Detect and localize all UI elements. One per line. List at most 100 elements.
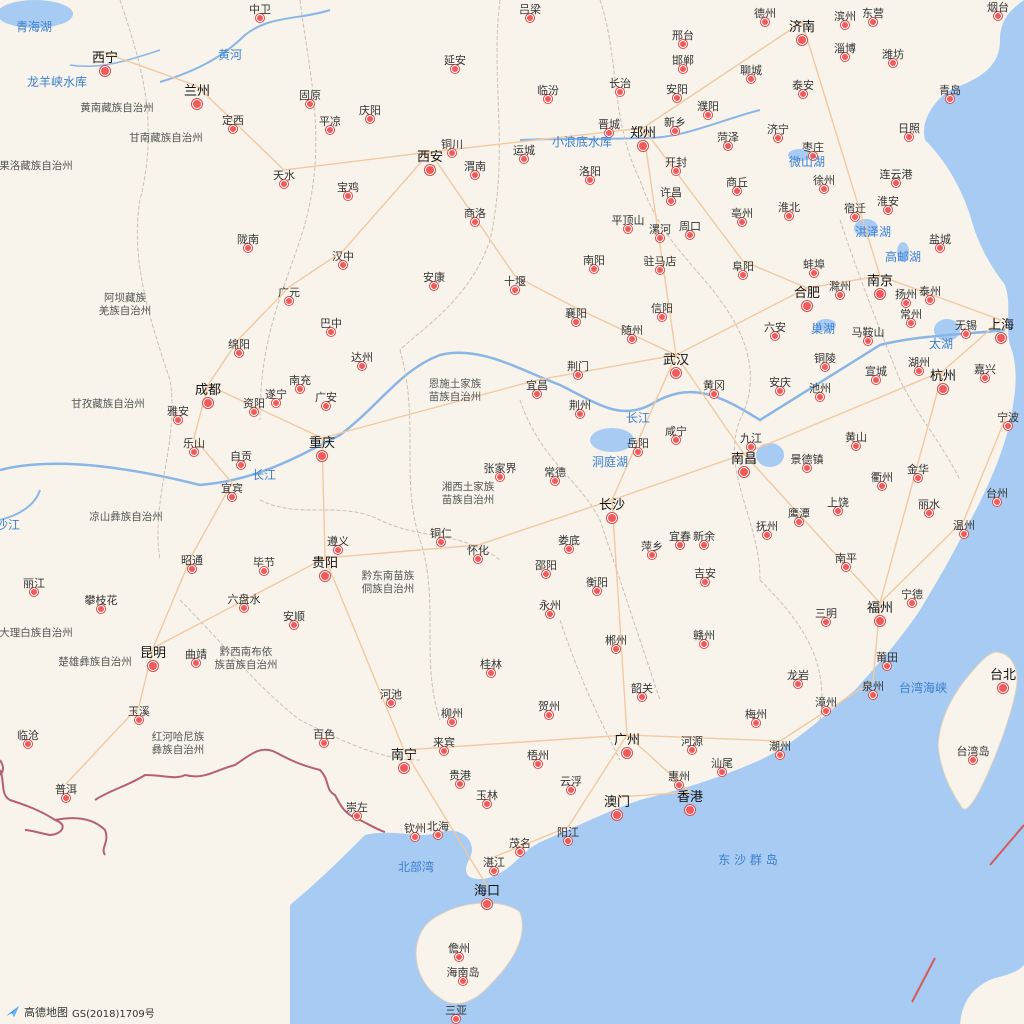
city-marker[interactable] [672, 436, 680, 444]
city-marker[interactable] [455, 953, 463, 961]
city-label[interactable]: 南充 [289, 374, 311, 387]
city-marker[interactable] [174, 416, 182, 424]
city-marker[interactable] [459, 977, 467, 985]
city-marker[interactable] [875, 616, 885, 626]
city-label[interactable]: 金华 [907, 463, 929, 476]
city-marker[interactable] [320, 571, 330, 581]
city-marker[interactable] [809, 152, 817, 160]
city-marker[interactable] [387, 699, 395, 707]
city-label[interactable]: 海南岛 [446, 966, 480, 979]
city-marker[interactable] [542, 570, 550, 578]
city-label[interactable]: 上饶 [827, 496, 849, 509]
city-label[interactable]: 六安 [764, 321, 786, 334]
city-marker[interactable] [981, 374, 989, 382]
city-label[interactable]: 遵义 [327, 535, 349, 548]
city-marker[interactable] [306, 100, 314, 108]
city-marker[interactable] [285, 297, 293, 305]
city-marker[interactable] [816, 393, 824, 401]
capital-city-label[interactable]: 杭州 [929, 369, 957, 384]
city-marker[interactable] [605, 129, 613, 137]
city-label[interactable]: 池州 [809, 382, 831, 395]
city-label[interactable]: 荆州 [569, 399, 591, 412]
city-marker[interactable] [851, 213, 859, 221]
city-label[interactable]: 泰州 [919, 285, 941, 298]
city-marker[interactable] [869, 691, 877, 699]
city-marker[interactable] [671, 368, 681, 378]
city-label[interactable]: 长治 [609, 77, 631, 90]
city-marker[interactable] [452, 1015, 460, 1023]
city-marker[interactable] [776, 387, 784, 395]
city-marker[interactable] [878, 482, 886, 490]
city-marker[interactable] [634, 448, 642, 456]
city-label[interactable]: 安庆 [769, 376, 791, 389]
city-marker[interactable] [320, 739, 328, 747]
city-label[interactable]: 平顶山 [611, 214, 645, 227]
city-marker[interactable] [925, 509, 933, 517]
city-marker[interactable] [820, 185, 828, 193]
city-label[interactable]: 宜昌 [526, 379, 548, 392]
city-marker[interactable] [572, 318, 580, 326]
city-label[interactable]: 毕节 [253, 556, 275, 569]
city-label[interactable]: 广元 [278, 286, 300, 299]
city-marker[interactable] [229, 125, 237, 133]
capital-city-label[interactable]: 成都 [194, 383, 222, 398]
city-marker[interactable] [998, 683, 1008, 693]
city-marker[interactable] [290, 621, 298, 629]
city-label[interactable]: 云浮 [560, 775, 582, 788]
capital-city-label[interactable]: 海口 [473, 884, 501, 899]
city-label[interactable]: 铜仁 [430, 527, 452, 540]
city-marker[interactable] [456, 780, 464, 788]
city-label[interactable]: 遂宁 [265, 388, 287, 401]
city-marker[interactable] [685, 805, 695, 815]
city-label[interactable]: 淮北 [778, 201, 800, 214]
city-label[interactable]: 新余 [693, 530, 715, 543]
city-label[interactable]: 北海 [427, 820, 449, 833]
city-label[interactable]: 宿迁 [844, 202, 866, 215]
city-label[interactable]: 衡阳 [586, 576, 608, 589]
city-label[interactable]: 淄博 [834, 42, 856, 55]
capital-city-label[interactable]: 合肥 [793, 286, 821, 301]
city-label[interactable]: 安阳 [666, 83, 688, 96]
city-marker[interactable] [733, 187, 741, 195]
city-marker[interactable] [334, 546, 342, 554]
capital-city-label[interactable]: 广州 [613, 733, 641, 748]
city-marker[interactable] [628, 335, 636, 343]
city-marker[interactable] [546, 610, 554, 618]
city-label[interactable]: 三明 [815, 607, 837, 620]
city-marker[interactable] [658, 313, 666, 321]
city-label[interactable]: 定西 [222, 114, 244, 127]
capital-city-label[interactable]: 南京 [866, 274, 894, 289]
city-marker[interactable] [724, 142, 732, 150]
city-marker[interactable] [451, 65, 459, 73]
city-label[interactable]: 台湾岛 [956, 745, 990, 758]
city-label[interactable]: 龙岩 [787, 669, 809, 682]
capital-city-label[interactable]: 澳门 [603, 795, 631, 810]
city-label[interactable]: 贵港 [449, 769, 471, 782]
city-label[interactable]: 乐山 [183, 437, 205, 450]
city-marker[interactable] [946, 95, 954, 103]
city-label[interactable]: 阳江 [557, 826, 579, 839]
city-label[interactable]: 绵阳 [228, 338, 250, 351]
city-marker[interactable] [567, 786, 575, 794]
city-label[interactable]: 临沧 [17, 729, 39, 742]
city-label[interactable]: 丽水 [918, 498, 940, 511]
city-marker[interactable] [869, 18, 877, 26]
city-marker[interactable] [747, 75, 755, 83]
city-marker[interactable] [471, 171, 479, 179]
city-marker[interactable] [822, 618, 830, 626]
city-label[interactable]: 固原 [299, 89, 321, 102]
city-marker[interactable] [545, 711, 553, 719]
city-marker[interactable] [526, 14, 534, 22]
city-label[interactable]: 临汾 [537, 84, 559, 97]
city-label[interactable]: 驻马店 [643, 255, 677, 268]
city-marker[interactable] [250, 408, 258, 416]
city-label[interactable]: 百色 [313, 728, 335, 741]
city-marker[interactable] [516, 848, 524, 856]
city-marker[interactable] [993, 498, 1001, 506]
city-marker[interactable] [962, 330, 970, 338]
capital-city-label[interactable]: 昆明 [139, 646, 167, 661]
city-marker[interactable] [135, 716, 143, 724]
city-label[interactable]: 潍坊 [882, 48, 904, 61]
city-label[interactable]: 鹰潭 [788, 507, 810, 520]
